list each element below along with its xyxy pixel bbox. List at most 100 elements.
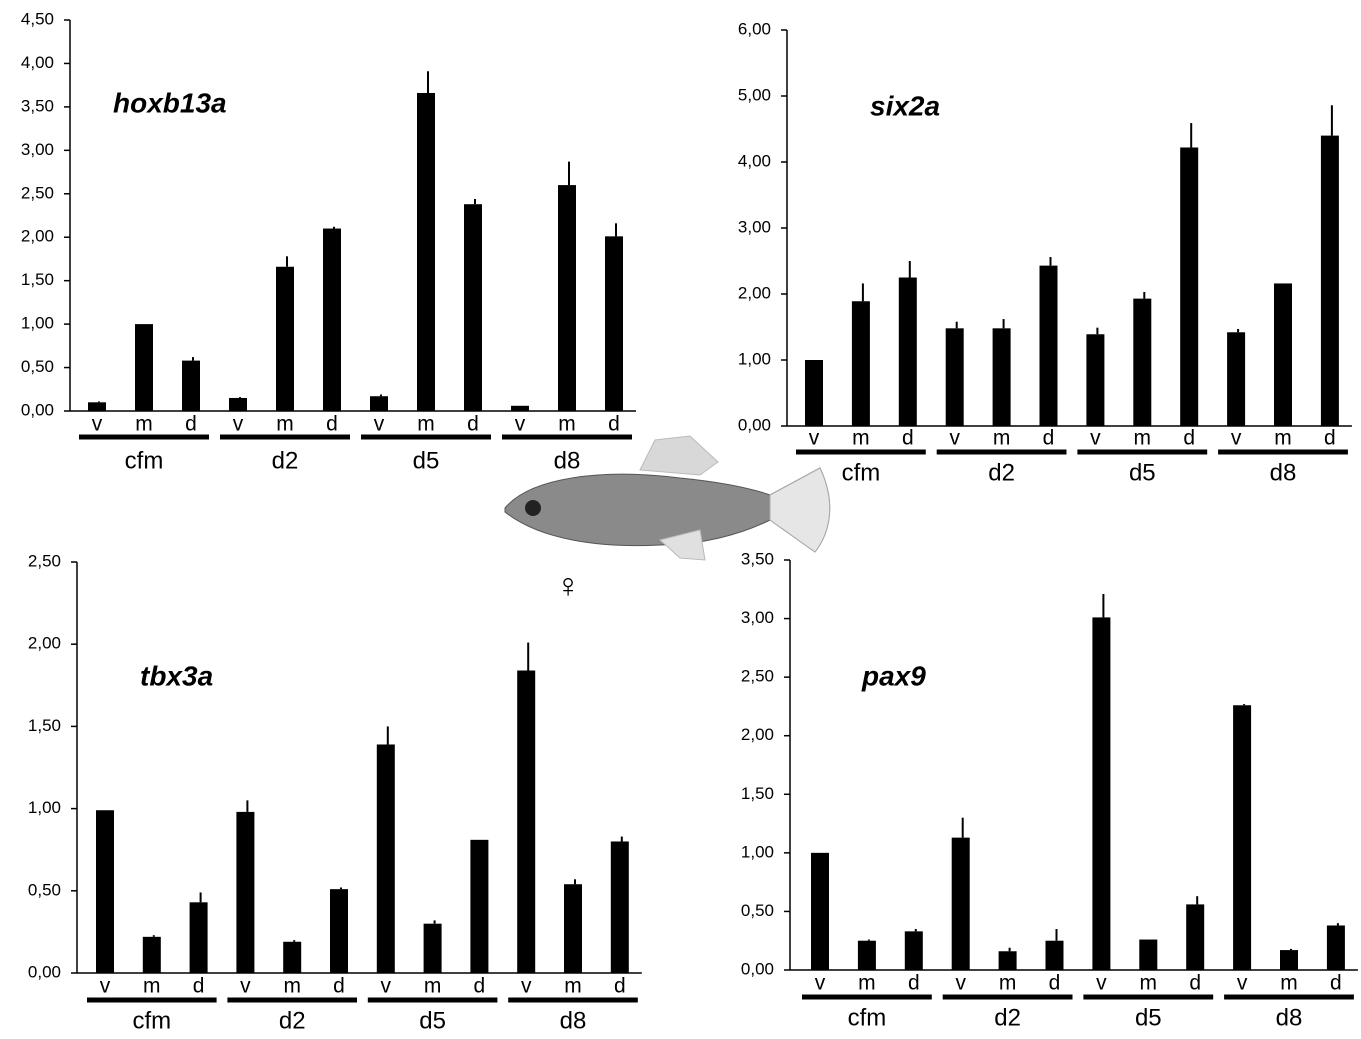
x-tick-label: v bbox=[374, 413, 385, 436]
x-tick-label: d bbox=[908, 972, 920, 995]
x-tick-label: m bbox=[135, 413, 153, 436]
bar bbox=[1180, 147, 1198, 426]
x-tick-label: m bbox=[1134, 427, 1152, 450]
bar bbox=[1046, 941, 1064, 970]
x-tick-label: m bbox=[999, 972, 1017, 995]
group-label: d5 bbox=[1135, 1004, 1162, 1031]
bar bbox=[1233, 705, 1251, 970]
group-label: d5 bbox=[419, 1007, 446, 1034]
group-label: cfm bbox=[125, 447, 164, 474]
y-tick-label: 0,00 bbox=[738, 415, 771, 434]
y-tick-label: 1,00 bbox=[28, 798, 61, 817]
bar bbox=[999, 951, 1017, 970]
bar bbox=[190, 902, 208, 973]
y-tick-label: 3,50 bbox=[741, 549, 774, 568]
chart-title: hoxb13a bbox=[113, 87, 227, 118]
x-tick-label: d bbox=[1324, 427, 1336, 450]
y-tick-label: 0,50 bbox=[741, 901, 774, 920]
x-tick-label: m bbox=[564, 975, 582, 998]
y-tick-label: 1,00 bbox=[741, 842, 774, 861]
y-tick-label: 6,00 bbox=[738, 19, 771, 38]
y-tick-label: 1,00 bbox=[738, 349, 771, 368]
x-tick-label: d bbox=[902, 427, 914, 450]
x-tick-label: v bbox=[815, 972, 826, 995]
x-tick-label: m bbox=[276, 413, 294, 436]
bar bbox=[424, 924, 442, 973]
bar bbox=[605, 236, 623, 411]
bar bbox=[1186, 904, 1204, 970]
x-tick-label: d bbox=[467, 413, 479, 436]
group-label: d2 bbox=[272, 447, 299, 474]
bar bbox=[323, 229, 341, 411]
x-tick-label: d bbox=[326, 413, 338, 436]
group-label: d2 bbox=[988, 459, 1015, 486]
x-tick-label: m bbox=[143, 975, 161, 998]
group-label: d2 bbox=[279, 1007, 306, 1034]
bar bbox=[558, 185, 576, 411]
bar bbox=[377, 744, 395, 973]
x-tick-label: m bbox=[417, 413, 435, 436]
bar bbox=[952, 838, 970, 970]
bar bbox=[1280, 950, 1298, 970]
y-tick-label: 2,50 bbox=[28, 551, 61, 570]
bar bbox=[1274, 283, 1292, 426]
bar bbox=[805, 360, 823, 426]
bar bbox=[135, 324, 153, 411]
y-tick-label: 0,50 bbox=[21, 357, 54, 376]
bar bbox=[276, 267, 294, 411]
y-tick-label: 2,50 bbox=[741, 667, 774, 686]
x-tick-label: d bbox=[193, 975, 205, 998]
group-label: d8 bbox=[554, 447, 581, 474]
x-tick-label: d bbox=[1330, 972, 1342, 995]
bar bbox=[229, 398, 247, 411]
bar bbox=[283, 942, 301, 973]
y-tick-label: 0,00 bbox=[21, 400, 54, 419]
bar bbox=[899, 278, 917, 427]
x-tick-label: m bbox=[1274, 427, 1292, 450]
bar bbox=[464, 204, 482, 411]
group-label: d2 bbox=[994, 1004, 1021, 1031]
chart-title: pax9 bbox=[861, 660, 926, 691]
x-tick-label: m bbox=[852, 427, 870, 450]
x-tick-label: d bbox=[608, 413, 620, 436]
bar bbox=[811, 853, 829, 970]
bar bbox=[182, 361, 200, 411]
bar bbox=[1139, 940, 1157, 970]
bar bbox=[1227, 332, 1245, 426]
x-tick-label: m bbox=[424, 975, 442, 998]
bar bbox=[1040, 266, 1058, 426]
x-tick-label: v bbox=[92, 413, 103, 436]
x-tick-label: v bbox=[521, 975, 532, 998]
bar bbox=[1092, 617, 1110, 970]
x-tick-label: d bbox=[1183, 427, 1195, 450]
bar bbox=[852, 301, 870, 426]
x-tick-label: d bbox=[185, 413, 197, 436]
x-tick-label: m bbox=[283, 975, 301, 998]
x-tick-label: v bbox=[381, 975, 392, 998]
bar bbox=[993, 328, 1011, 426]
x-tick-label: d bbox=[333, 975, 345, 998]
y-tick-label: 3,50 bbox=[21, 96, 54, 115]
bar bbox=[96, 810, 114, 973]
y-tick-label: 1,00 bbox=[21, 314, 54, 333]
y-tick-label: 1,50 bbox=[21, 270, 54, 289]
group-label: cfm bbox=[848, 1004, 887, 1031]
bar bbox=[946, 328, 964, 426]
bar bbox=[905, 931, 923, 970]
female-symbol: ♀ bbox=[555, 567, 581, 605]
x-tick-label: v bbox=[955, 972, 966, 995]
y-tick-label: 2,00 bbox=[28, 634, 61, 653]
y-tick-label: 0,00 bbox=[741, 959, 774, 978]
x-tick-label: m bbox=[858, 972, 876, 995]
x-tick-label: v bbox=[1096, 972, 1107, 995]
group-label: d8 bbox=[560, 1007, 587, 1034]
x-tick-label: v bbox=[100, 975, 111, 998]
x-tick-label: m bbox=[1280, 972, 1298, 995]
bar bbox=[1086, 334, 1104, 426]
x-tick-label: d bbox=[614, 975, 626, 998]
y-tick-label: 1,50 bbox=[741, 784, 774, 803]
bar bbox=[236, 812, 254, 973]
bar bbox=[370, 396, 388, 411]
y-tick-label: 0,00 bbox=[28, 962, 61, 981]
x-tick-label: m bbox=[558, 413, 576, 436]
